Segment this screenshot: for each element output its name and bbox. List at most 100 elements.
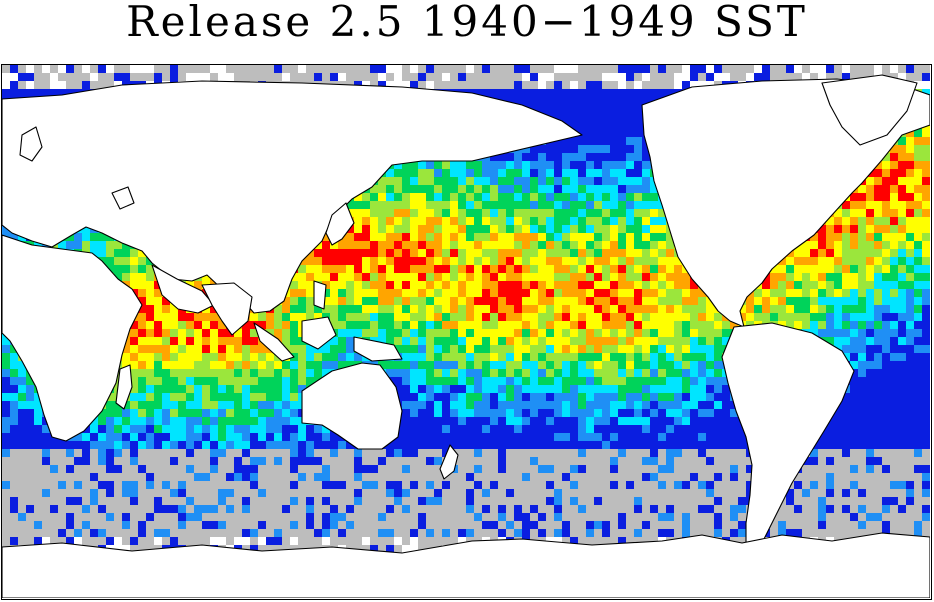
density-cell xyxy=(490,321,498,329)
density-cell xyxy=(898,265,906,273)
density-cell xyxy=(530,201,538,209)
density-cell xyxy=(10,393,18,401)
density-cell xyxy=(762,65,770,73)
density-cell xyxy=(610,225,618,233)
density-cell xyxy=(498,225,506,233)
density-cell xyxy=(506,193,514,201)
density-cell xyxy=(698,353,706,361)
density-cell xyxy=(874,393,882,401)
density-cell xyxy=(58,89,66,97)
density-cell xyxy=(906,153,914,161)
density-cell xyxy=(626,161,634,169)
density-cell xyxy=(178,329,186,337)
density-cell xyxy=(410,225,418,233)
density-cell xyxy=(810,305,818,313)
density-cell xyxy=(890,217,898,225)
density-cell xyxy=(426,305,434,313)
density-cell xyxy=(810,241,818,249)
density-cell xyxy=(674,401,682,409)
density-cell xyxy=(242,345,250,353)
density-cell xyxy=(410,201,418,209)
density-cell xyxy=(402,169,410,177)
density-cell xyxy=(474,305,482,313)
density-cell xyxy=(554,225,562,233)
density-cell xyxy=(378,233,386,241)
density-cell xyxy=(674,297,682,305)
density-cell xyxy=(506,153,514,161)
density-cell xyxy=(538,409,546,417)
density-cell xyxy=(842,257,850,265)
density-cell xyxy=(450,185,458,193)
density-cell xyxy=(306,289,314,297)
density-cell xyxy=(298,73,306,81)
density-cell xyxy=(682,377,690,385)
density-cell xyxy=(402,209,410,217)
density-cell xyxy=(82,225,90,233)
density-cell xyxy=(538,161,546,169)
density-cell xyxy=(386,185,394,193)
density-cell xyxy=(578,233,586,241)
density-cell xyxy=(554,265,562,273)
density-cell xyxy=(458,161,466,169)
density-cell xyxy=(90,249,98,257)
density-cell xyxy=(362,321,370,329)
density-cell xyxy=(602,313,610,321)
density-cell xyxy=(530,161,538,169)
density-cell xyxy=(506,313,514,321)
density-cell xyxy=(858,329,866,337)
density-cell xyxy=(618,281,626,289)
density-cell xyxy=(506,369,514,377)
density-cell xyxy=(906,329,914,337)
density-cell xyxy=(898,153,906,161)
density-cell xyxy=(634,121,642,129)
density-cell xyxy=(770,281,778,289)
density-cell xyxy=(498,169,506,177)
density-cell xyxy=(130,361,138,369)
density-cell xyxy=(578,361,586,369)
density-cell xyxy=(626,145,634,153)
density-cell xyxy=(706,353,714,361)
density-cell xyxy=(514,353,522,361)
density-cell xyxy=(2,377,10,385)
density-cell xyxy=(514,225,522,233)
density-cell xyxy=(562,297,570,305)
density-cell xyxy=(866,65,874,73)
density-cell xyxy=(170,305,178,313)
density-cell xyxy=(570,321,578,329)
density-cell xyxy=(650,281,658,289)
density-cell xyxy=(794,257,802,265)
density-cell xyxy=(890,321,898,329)
density-cell xyxy=(770,289,778,297)
density-cell xyxy=(506,185,514,193)
density-cell xyxy=(898,161,906,169)
density-cell xyxy=(922,177,930,185)
density-cell xyxy=(402,225,410,233)
density-cell xyxy=(410,353,418,361)
density-cell xyxy=(570,393,578,401)
density-cell xyxy=(594,353,602,361)
density-cell xyxy=(658,329,666,337)
density-cell xyxy=(570,177,578,185)
density-cell xyxy=(522,345,530,353)
density-cell xyxy=(522,193,530,201)
density-cell xyxy=(410,361,418,369)
density-cell xyxy=(178,337,186,345)
density-cell xyxy=(386,249,394,257)
density-cell xyxy=(634,401,642,409)
density-cell xyxy=(522,265,530,273)
density-cell xyxy=(866,313,874,321)
density-cell xyxy=(538,313,546,321)
density-cell xyxy=(450,305,458,313)
density-cell xyxy=(146,329,154,337)
density-cell xyxy=(530,329,538,337)
density-cell xyxy=(210,361,218,369)
density-cell xyxy=(602,257,610,265)
density-cell xyxy=(858,393,866,401)
density-cell xyxy=(642,289,650,297)
density-cell xyxy=(298,385,306,393)
density-cell xyxy=(810,73,818,81)
density-cell xyxy=(610,97,618,105)
density-cell xyxy=(626,137,634,145)
density-cell xyxy=(138,281,146,289)
density-cell xyxy=(562,217,570,225)
